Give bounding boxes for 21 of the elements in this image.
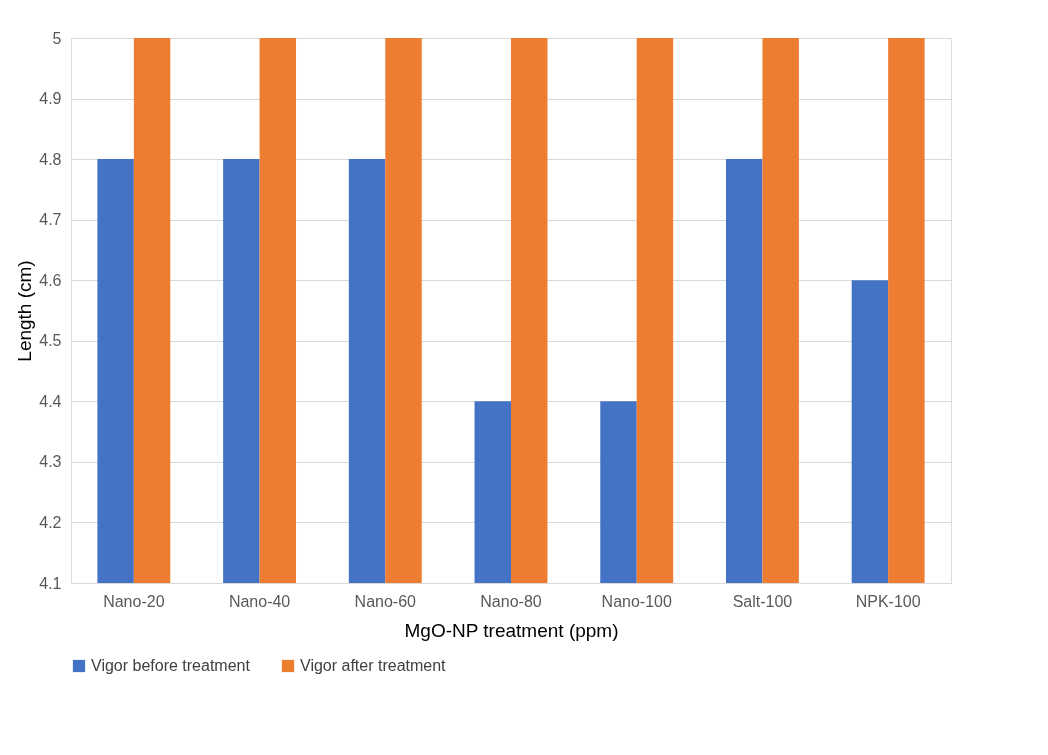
x-tick-label: Nano-100 xyxy=(601,592,672,610)
y-tick-label: 4.7 xyxy=(39,211,62,229)
x-tick-label: Nano-40 xyxy=(228,592,291,610)
x-tick-label: Salt-100 xyxy=(732,592,793,610)
y-tick-label: 4.5 xyxy=(39,332,62,350)
y-tick-label: 4.8 xyxy=(39,150,62,168)
y-tick-label: 4.1 xyxy=(39,574,62,592)
legend-label: Vigor after treatment xyxy=(300,657,447,674)
y-tick-label: 4.6 xyxy=(39,271,62,289)
x-tick-label: Nano-80 xyxy=(480,592,542,610)
y-tick-label: 4.9 xyxy=(39,90,62,108)
y-tick-label: 4.3 xyxy=(39,453,62,471)
x-tick-label: NPK-100 xyxy=(855,592,921,610)
y-tick-label: 5 xyxy=(52,29,62,47)
x-tick-label: Nano-60 xyxy=(354,592,417,610)
legend-label: Vigor before treatment xyxy=(91,657,251,674)
x-axis-title: MgO-NP treatment (ppm) xyxy=(404,619,619,641)
y-tick-label: 4.2 xyxy=(39,513,62,531)
x-tick-label: Nano-20 xyxy=(103,592,165,610)
y-tick-label: 4.4 xyxy=(39,392,62,410)
y-axis-title: Length (cm) xyxy=(14,260,36,362)
